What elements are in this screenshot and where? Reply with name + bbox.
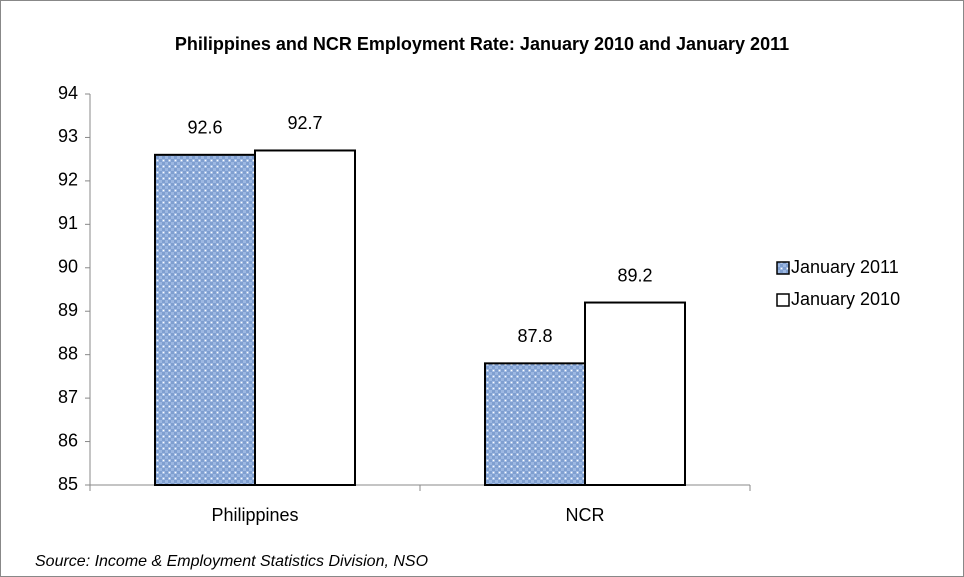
data-label: 89.2 [617, 265, 652, 285]
x-tick-label: Philippines [211, 505, 298, 525]
y-tick-label: 94 [58, 83, 78, 103]
bar [484, 362, 586, 487]
legend-swatch [776, 293, 790, 307]
y-tick-label: 90 [58, 257, 78, 277]
y-tick-label: 89 [58, 300, 78, 320]
legend-swatch [776, 261, 790, 275]
y-tick-label: 92 [58, 170, 78, 190]
legend-label: January 2011 [791, 257, 899, 277]
bar [154, 153, 256, 486]
x-tick-label: NCR [566, 505, 605, 525]
y-tick-label: 88 [58, 343, 78, 363]
data-label: 87.8 [517, 326, 552, 346]
bar [584, 301, 686, 486]
y-tick-label: 93 [58, 126, 78, 146]
data-label: 92.6 [187, 118, 222, 138]
y-tick-label: 91 [58, 213, 78, 233]
legend-label: January 2010 [791, 289, 900, 309]
bar [254, 149, 356, 486]
chart-title: Philippines and NCR Employment Rate: Jan… [175, 34, 789, 54]
y-tick-label: 87 [58, 387, 78, 407]
data-label: 92.7 [287, 113, 322, 133]
source-note: Source: Income & Employment Statistics D… [35, 553, 428, 570]
y-tick-label: 85 [58, 474, 78, 494]
y-tick-label: 86 [58, 430, 78, 450]
